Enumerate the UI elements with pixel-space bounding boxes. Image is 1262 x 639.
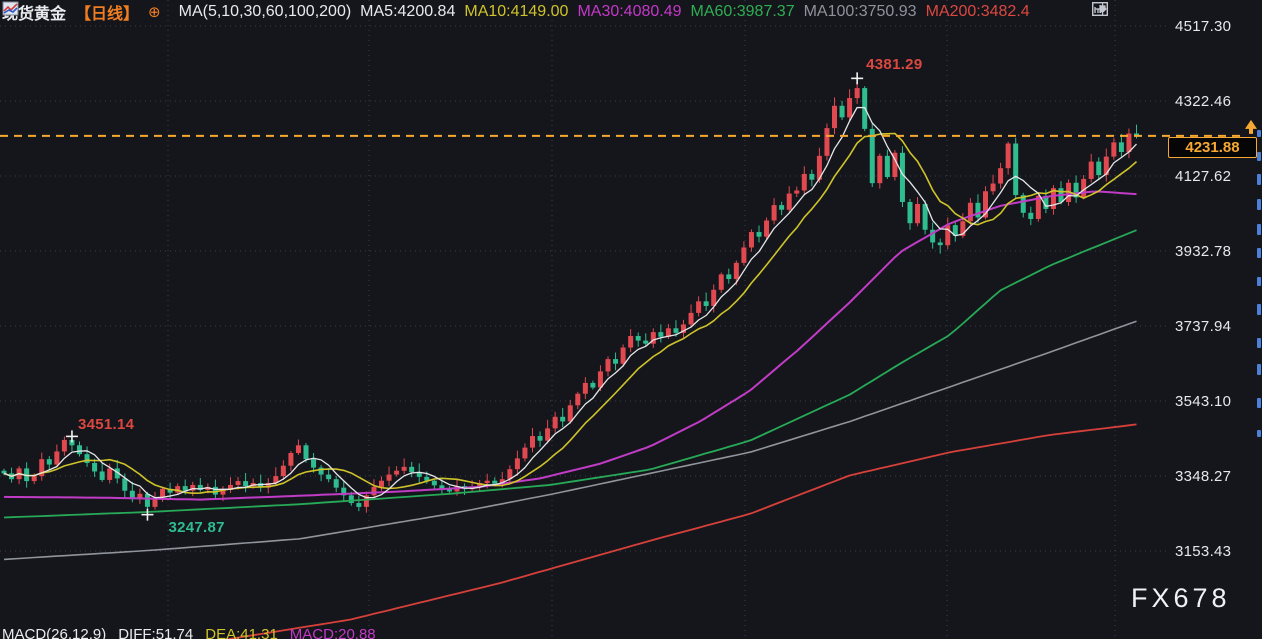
macd-params-label: MACD(26,12,9): [2, 626, 107, 639]
ma10-value: MA10:4149.00: [464, 2, 569, 20]
axis-price-label: 3737.94: [1175, 318, 1232, 335]
extreme-markers: [65, 72, 864, 521]
clipped-edge-text: [1257, 248, 1261, 258]
circle-plus-icon[interactable]: ⊕: [148, 3, 161, 21]
macd-value: MACD:20.88: [289, 626, 376, 639]
chart-header: 现货黄金 【日线】 ⊕ MA(5,10,30,60,100,200) MA5:4…: [2, 1, 1030, 23]
axis-price-label: 3932.78: [1175, 243, 1232, 260]
ma-lines: [3, 106, 1138, 639]
ma5-value: MA5:4200.84: [360, 2, 456, 20]
ma-group-label: MA(5,10,30,60,100,200): [178, 2, 352, 20]
clipped-edge-text: [1257, 398, 1261, 408]
axis-price-label: 3153.43: [1175, 542, 1232, 560]
dea-value: DEA:41.31: [205, 626, 278, 639]
clipped-edge-text: [1257, 130, 1261, 137]
price-up-arrow-icon: [1245, 119, 1257, 134]
playback-icon[interactable]: [1092, 2, 1146, 16]
axis-price-label: 4517.30: [1175, 18, 1232, 35]
period-label[interactable]: 【日线】: [75, 5, 140, 23]
clipped-edge-text: [1257, 304, 1261, 315]
macd-legend: MACD(26,12,9) DIFF:51.74 DEA:41.31 MACD:…: [2, 626, 376, 639]
ma30-value: MA30:4080.49: [577, 2, 682, 20]
ma200-value: MA200:3482.4: [925, 2, 1030, 20]
ma-line-ma200: [225, 423, 1137, 639]
axis-price-label: 3543.10: [1175, 393, 1232, 410]
chart-toolbar: [1092, 2, 1165, 16]
ma-line-ma60: [3, 229, 1137, 519]
clipped-edge-text: [1257, 338, 1261, 348]
fx678-watermark: FX678: [1131, 583, 1231, 613]
price-annotation-low-3247: 3247.87: [168, 518, 225, 536]
clipped-edge-text: [1257, 199, 1261, 210]
jump-to-latest-icon[interactable]: [1092, 2, 1165, 16]
indicator-window-icon[interactable]: [1092, 2, 1127, 16]
clipped-edge-text: [1257, 224, 1261, 235]
last-price-tag: 4231.88: [1168, 137, 1257, 158]
axis-price-label: 4127.62: [1175, 168, 1232, 185]
ma-line-ma100: [3, 320, 1137, 561]
price-annotation-high-3451: 3451.14: [77, 416, 135, 434]
price-annotation-high-4381: 4381.29: [866, 56, 923, 74]
clipped-edge-text: [1257, 364, 1261, 375]
clipped-edge-text: [1257, 430, 1261, 437]
ma-line-ma5: [3, 106, 1137, 499]
clipped-edge-text: [1257, 152, 1261, 161]
axis-price-label: 3348.27: [1175, 467, 1232, 485]
ma60-value: MA60:3987.37: [690, 2, 795, 20]
ma-line-ma30: [3, 190, 1137, 501]
axis-price-label: 4322.46: [1175, 93, 1232, 110]
diff-value: DIFF:51.74: [118, 626, 194, 639]
gridlines: [0, 0, 1168, 639]
clipped-edge-text: [1257, 174, 1261, 185]
ma-line-ma10: [3, 132, 1138, 494]
clipped-edge-text: [1257, 277, 1261, 286]
ma100-value: MA100:3750.93: [803, 2, 917, 20]
